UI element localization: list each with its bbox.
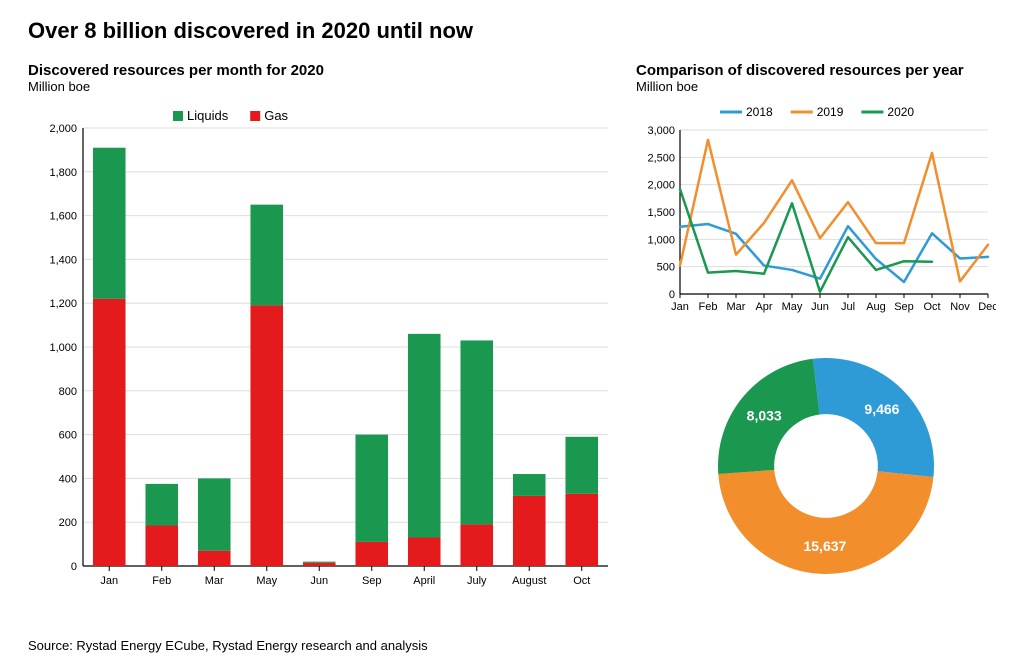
svg-text:August: August: [512, 575, 546, 587]
donut-slice: [718, 470, 933, 574]
svg-text:500: 500: [657, 262, 675, 274]
svg-text:400: 400: [59, 473, 77, 485]
bar-liquids: [460, 340, 493, 524]
bar-chart-title: Discovered resources per month for 2020: [28, 62, 618, 79]
svg-text:200: 200: [59, 517, 77, 529]
bar-liquids: [93, 148, 126, 299]
donut-label: 15,637: [803, 538, 846, 554]
svg-text:2020: 2020: [887, 105, 914, 119]
svg-text:600: 600: [59, 430, 77, 442]
bar-gas: [460, 524, 493, 566]
bar-gas: [250, 305, 283, 566]
svg-text:3,000: 3,000: [647, 125, 675, 137]
line-chart: 0 500 1,000 1,500 2,000 2,500 3,000 Jan Feb Mar Ap…: [636, 100, 996, 320]
bar-liquids: [145, 484, 178, 526]
bar-chart-panel: Discovered resources per month for 2020 …: [28, 62, 618, 600]
svg-text:Dec: Dec: [978, 301, 996, 313]
svg-text:Feb: Feb: [699, 301, 718, 313]
svg-text:2,000: 2,000: [647, 180, 675, 192]
bar-gas: [303, 563, 336, 566]
bar-liquids: [565, 437, 598, 494]
svg-text:1,200: 1,200: [49, 298, 77, 310]
svg-text:July: July: [467, 575, 487, 587]
donut-chart: 9,466 15,637 8,033: [636, 320, 996, 600]
line-chart-subtitle: Million boe: [636, 79, 996, 94]
line-series-2019: [680, 140, 988, 282]
svg-text:1,800: 1,800: [49, 167, 77, 179]
bar-liquids: [355, 435, 388, 542]
bar-gas: [198, 551, 231, 566]
svg-text:Aug: Aug: [866, 301, 886, 313]
svg-text:Apr: Apr: [755, 301, 772, 313]
donut-label: 9,466: [864, 401, 899, 417]
right-column: Comparison of discovered resources per y…: [636, 62, 996, 600]
svg-text:0: 0: [71, 561, 77, 573]
svg-text:Jul: Jul: [841, 301, 855, 313]
bar-gas: [93, 299, 126, 566]
svg-text:1,400: 1,400: [49, 254, 77, 266]
svg-text:1,000: 1,000: [49, 342, 77, 354]
bar-gas: [513, 496, 546, 566]
bar-liquids: [303, 562, 336, 563]
svg-text:Mar: Mar: [205, 575, 224, 587]
bar-chart-subtitle: Million boe: [28, 79, 618, 94]
bar-liquids: [198, 478, 231, 550]
svg-text:Liquids: Liquids: [187, 108, 229, 123]
line-series-2020: [680, 189, 932, 292]
svg-text:Sep: Sep: [362, 575, 382, 587]
svg-text:2,000: 2,000: [49, 123, 77, 135]
bar-liquids: [513, 474, 546, 496]
svg-text:1,500: 1,500: [647, 207, 675, 219]
svg-text:Gas: Gas: [264, 108, 288, 123]
page-title: Over 8 billion discovered in 2020 until …: [28, 18, 996, 44]
svg-text:Jan: Jan: [671, 301, 689, 313]
svg-text:2018: 2018: [746, 105, 773, 119]
svg-text:Oct: Oct: [573, 575, 590, 587]
svg-text:800: 800: [59, 386, 77, 398]
svg-text:Sep: Sep: [894, 301, 914, 313]
line-chart-legend: 2018 2019 2020: [720, 105, 914, 119]
source-text: Source: Rystad Energy ECube, Rystad Ener…: [28, 638, 428, 653]
bar-chart-legend: Liquids Gas: [173, 108, 289, 123]
svg-text:Jan: Jan: [100, 575, 118, 587]
svg-text:May: May: [256, 575, 277, 587]
bar-liquids: [408, 334, 441, 538]
chart-layout: Discovered resources per month for 2020 …: [28, 62, 996, 600]
bar-liquids: [250, 205, 283, 306]
svg-text:Jun: Jun: [310, 575, 328, 587]
bar-gas: [408, 538, 441, 566]
svg-text:Oct: Oct: [923, 301, 940, 313]
donut-slice: [813, 358, 934, 477]
line-chart-title: Comparison of discovered resources per y…: [636, 62, 996, 79]
svg-text:2,500: 2,500: [647, 152, 675, 164]
svg-text:0: 0: [669, 289, 675, 301]
svg-text:2019: 2019: [817, 105, 844, 119]
bar-gas: [145, 525, 178, 566]
svg-text:Feb: Feb: [152, 575, 171, 587]
bar-chart: 0 200 400 600 800 1,000 1,200 1,400 1,600 1,800 2,…: [28, 100, 618, 600]
svg-text:1,600: 1,600: [49, 211, 77, 223]
svg-text:April: April: [413, 575, 435, 587]
line-series-2018: [680, 224, 988, 282]
svg-text:Mar: Mar: [727, 301, 746, 313]
svg-text:1,000: 1,000: [647, 234, 675, 246]
bar-gas: [565, 494, 598, 566]
svg-text:May: May: [782, 301, 803, 313]
bar-gas: [355, 542, 388, 566]
donut-label: 8,033: [747, 407, 782, 423]
svg-text:Jun: Jun: [811, 301, 829, 313]
svg-text:Nov: Nov: [950, 301, 970, 313]
